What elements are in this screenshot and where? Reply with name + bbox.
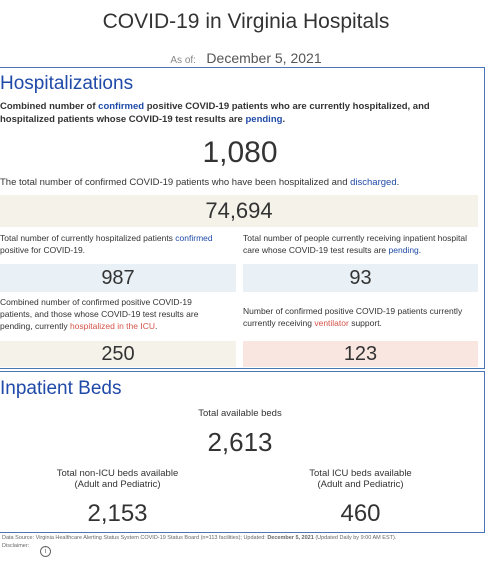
pending-description: Total number of people currently receivi… [243,233,467,255]
ventilator-value: 123 [243,341,478,367]
non-icu-beds-value: 2,153 [87,500,148,527]
confirmed-value: 987 [0,264,236,292]
hospitalizations-title: Hospitalizations [0,73,134,94]
inpatient-beds-title: Inpatient Beds [0,378,122,399]
combined-value: 1,080 [202,136,278,169]
as-of-label: As of: [170,55,196,66]
info-icon[interactable]: i [40,546,51,557]
discharged-value: 74,694 [0,195,478,227]
combined-description: Combined number of confirmed positive CO… [0,101,430,125]
inpatient-beds-section: Inpatient Beds Total available beds 2,61… [0,371,485,533]
icu-description: Combined number of confirmed positive CO… [0,297,199,331]
pending-value: 93 [243,264,478,292]
ventilator-description: Number of confirmed positive COVID-19 pa… [243,306,463,328]
icu-beds-value: 460 [340,500,381,527]
confirmed-description: Total number of currently hospitalized p… [0,233,213,255]
icu-beds-label: Total ICU beds available (Adult and Pedia… [309,468,412,490]
disclaimer-label: Disclaimer: [2,543,30,549]
discharged-description: The total number of confirmed COVID-19 p… [0,177,400,188]
as-of-date: December 5, 2021 [206,50,322,66]
as-of-line: As of: December 5, 2021 [0,50,492,68]
total-beds-label: Total available beds [198,408,282,419]
non-icu-beds-label: Total non-ICU beds available (Adult and P… [56,468,179,490]
data-source-note: Data Source: Virginia Healthcare Alertin… [2,535,397,541]
page-title: COVID-19 in Virginia Hospitals [102,10,390,33]
total-beds-value: 2,613 [207,427,273,457]
icu-value: 250 [0,341,236,367]
hospitalizations-section: Hospitalizations Combined number of conf… [0,67,485,369]
